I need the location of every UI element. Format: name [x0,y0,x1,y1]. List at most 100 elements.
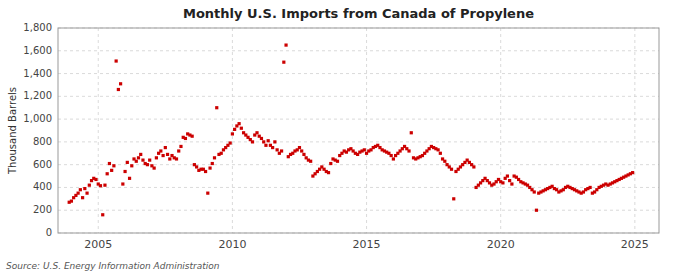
point [137,156,140,159]
point [168,157,171,160]
y-grid-line [58,141,659,142]
point [130,164,133,167]
point [195,165,198,168]
point [508,179,511,182]
x-tick-label: 2025 [621,238,649,251]
point [88,184,91,187]
point [153,166,156,169]
point [506,174,509,177]
point [300,149,303,152]
point [264,144,267,147]
point [70,200,73,203]
point [79,188,82,191]
point [126,161,129,164]
points [68,43,635,216]
point [233,128,236,131]
point [229,141,232,144]
point [128,177,131,180]
y-axis-label: Thousand Barrels [7,87,18,175]
point [208,166,211,169]
point [535,209,538,212]
y-grid-line [58,73,659,74]
x-grid-line [366,28,367,233]
y-grid-line [58,50,659,51]
point [103,184,106,187]
point [276,148,279,151]
point [81,196,84,199]
point [121,182,124,185]
point [327,171,330,174]
x-grid-line [232,28,233,233]
y-tick-label: 1,200 [23,90,52,101]
point [117,88,120,91]
point [271,146,274,149]
point [112,164,115,167]
y-tick-label: 600 [33,159,52,170]
y-grid-line [58,210,659,211]
point [123,170,126,173]
title: Monthly U.S. Imports from Canada of Prop… [183,6,534,21]
point [166,153,169,156]
point [452,197,455,200]
point [410,131,413,134]
annotation: Source: U.S. Energy Information Administ… [6,261,220,271]
point [450,168,453,171]
point [94,178,97,181]
x-grid-line [634,28,635,233]
point [472,165,475,168]
point [255,131,258,134]
point [108,162,111,165]
plot-frame [58,28,659,233]
point [106,172,109,175]
point [191,135,194,138]
x-tick-label: 2020 [487,238,515,251]
y-tick-label: 800 [33,136,52,147]
point [83,187,86,190]
chart: 02004006008001,0001,2001,4001,6001,80020… [0,0,675,275]
point [329,162,332,165]
point [204,170,207,173]
y-tick-label: 0 [46,227,52,238]
point [220,152,223,155]
point [533,190,536,193]
point [179,145,182,148]
point [146,163,149,166]
point [139,153,142,156]
point [231,132,234,135]
y-tick-label: 1,800 [23,22,52,33]
y-tick-label: 200 [33,204,52,215]
point [184,137,187,140]
point [273,140,276,143]
point [501,181,504,184]
x-tick-label: 2010 [218,238,246,251]
point [251,140,254,143]
point [159,149,162,152]
point [309,160,312,163]
point [631,171,634,174]
point [240,127,243,130]
point [437,148,440,151]
y-tick-label: 1,600 [23,45,52,56]
point [510,182,513,185]
point [390,154,393,157]
point [589,186,592,189]
point [161,154,164,157]
point [175,157,178,160]
point [443,160,446,163]
point [110,169,113,172]
point [260,137,263,140]
point [206,192,209,195]
point [302,153,305,156]
point [101,213,104,216]
point [363,148,366,151]
point [262,140,265,143]
y-tick-label: 1,000 [23,113,52,124]
y-grid-line [58,119,659,120]
point [99,184,102,187]
x-tick-label: 2015 [353,238,381,251]
point [392,157,395,160]
x-tick-label: 2005 [84,238,112,251]
point [407,149,410,152]
y-grid-line [58,96,659,97]
point [238,122,241,125]
